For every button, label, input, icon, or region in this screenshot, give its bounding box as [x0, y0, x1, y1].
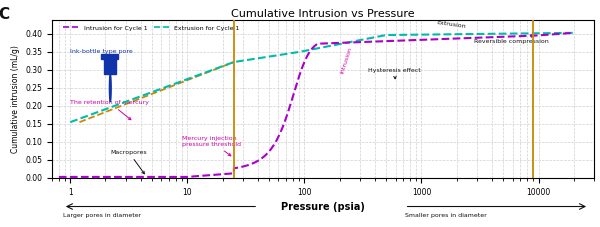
- Intrusion for Cycle 1: [283, 115, 290, 118]
- Legend: Intrusion for Cycle 1, Extrusion for Cycle 1: Intrusion for Cycle 1, Extrusion for Cyc…: [61, 23, 242, 33]
- Text: Reversible compression: Reversible compression: [474, 35, 548, 44]
- Polygon shape: [104, 58, 116, 74]
- Polygon shape: [101, 54, 118, 59]
- Text: Hysteresis effect: Hysteresis effect: [368, 68, 421, 79]
- Extrusion for Cycle 1: [528, 32, 535, 35]
- Text: Larger pores in diameter: Larger pores in diameter: [63, 213, 141, 218]
- Intrusion for Cycle 1: [161, 175, 169, 178]
- Intrusion for Cycle 1: [256, 158, 263, 161]
- Text: Mercury injection
pressure threshold: Mercury injection pressure threshold: [182, 136, 241, 156]
- Extrusion for Cycle 1: [95, 110, 103, 113]
- Extrusion for Cycle 1: [67, 121, 74, 123]
- Y-axis label: Cumulative intrusion (mL/g): Cumulative intrusion (mL/g): [11, 45, 20, 153]
- Extrusion for Cycle 1: [494, 32, 501, 35]
- Text: C: C: [0, 7, 9, 22]
- Extrusion for Cycle 1: [570, 32, 577, 34]
- Line: Intrusion for Cycle 1: Intrusion for Cycle 1: [59, 33, 574, 177]
- Intrusion for Cycle 1: [281, 119, 289, 122]
- Text: Smaller pores in diameter: Smaller pores in diameter: [404, 213, 487, 218]
- Intrusion for Cycle 1: [517, 35, 524, 38]
- X-axis label: Pressure (psia): Pressure (psia): [281, 202, 365, 212]
- Line: Extrusion for Cycle 1: Extrusion for Cycle 1: [70, 33, 574, 122]
- Title: Cumulative Intrusion vs Pressure: Cumulative Intrusion vs Pressure: [232, 9, 415, 19]
- Polygon shape: [109, 74, 111, 102]
- Text: Ink-bottle type pore: Ink-bottle type pore: [70, 49, 133, 54]
- Intrusion for Cycle 1: [293, 84, 300, 86]
- Text: Extrusion: Extrusion: [436, 20, 466, 30]
- Text: Macropores: Macropores: [110, 150, 147, 174]
- Text: Intrusion: Intrusion: [340, 47, 353, 74]
- Extrusion for Cycle 1: [350, 40, 357, 43]
- Text: The retention of mercury: The retention of mercury: [70, 100, 149, 120]
- Extrusion for Cycle 1: [428, 33, 436, 36]
- Intrusion for Cycle 1: [570, 32, 577, 34]
- Intrusion for Cycle 1: [55, 175, 62, 178]
- Extrusion for Cycle 1: [509, 32, 516, 35]
